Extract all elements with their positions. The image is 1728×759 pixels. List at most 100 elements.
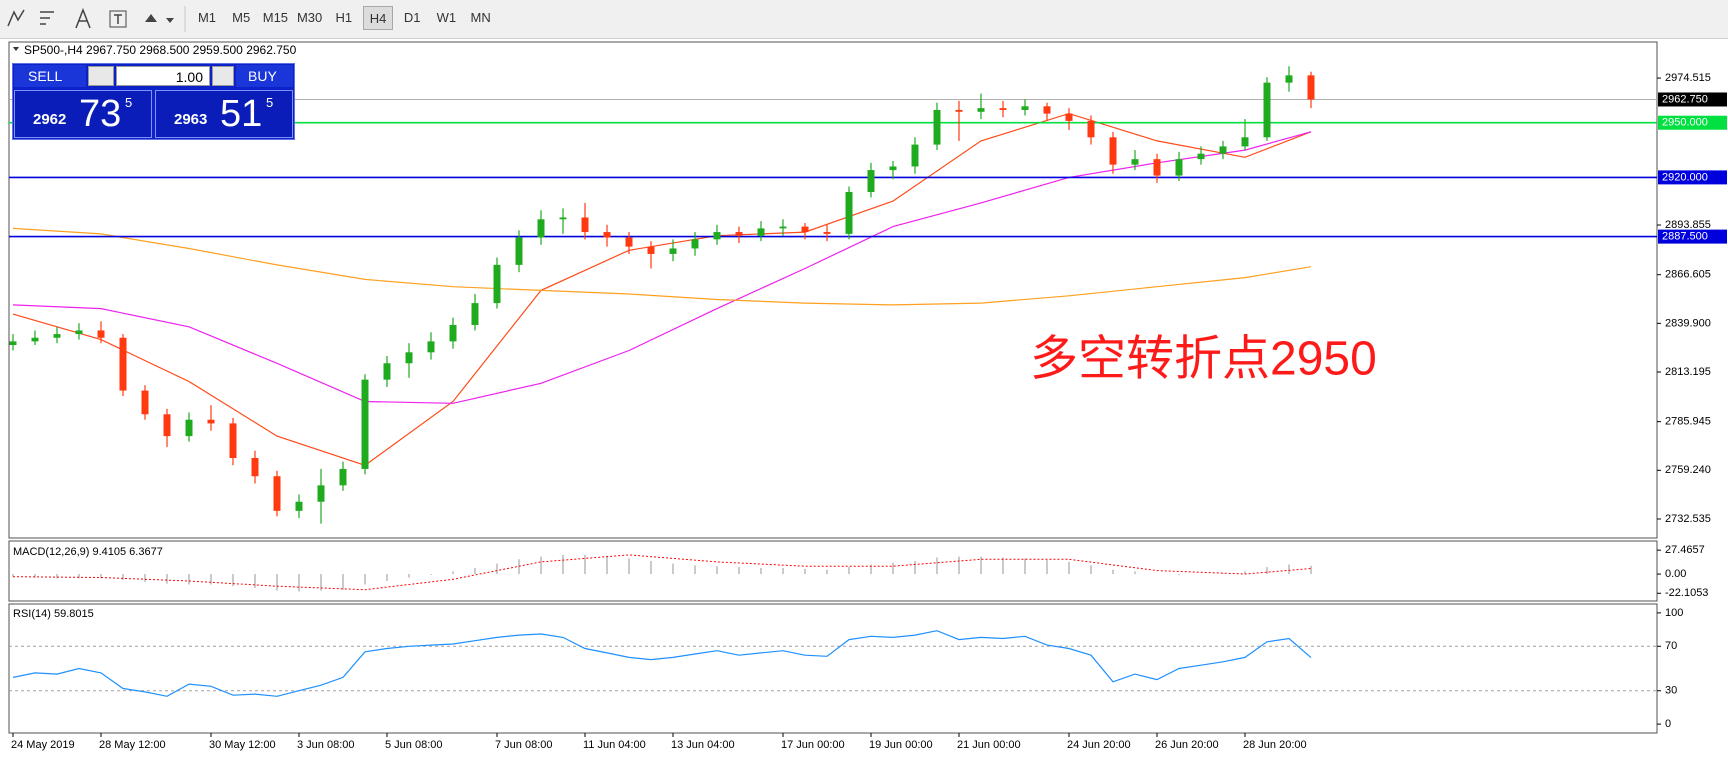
candle-body — [889, 166, 897, 171]
y-tick-label: -22.1053 — [1665, 587, 1708, 599]
candle-body — [713, 232, 721, 240]
y-tick-label: 27.4657 — [1665, 544, 1705, 556]
y-tick-label: 2974.515 — [1665, 72, 1711, 84]
y-tick-label: 2839.900 — [1665, 317, 1711, 329]
lot-down[interactable] — [88, 66, 114, 86]
candle-body — [53, 334, 61, 338]
candle-body — [1197, 153, 1205, 160]
timeframe-button[interactable]: M1 — [197, 10, 217, 25]
timeframe-button[interactable]: M15 — [262, 10, 289, 25]
one-click-trading: SELL 1.00 BUY 2962 73 5 2963 51 5 — [12, 63, 295, 140]
x-tick-label: 13 Jun 04:00 — [671, 739, 735, 751]
ask-big: 2963 — [174, 111, 208, 128]
ask-box[interactable]: 2963 51 5 — [155, 90, 293, 138]
candle-body — [449, 324, 457, 342]
timeframe-button[interactable]: W1 — [436, 10, 457, 25]
candle-body — [647, 246, 655, 254]
candle-body — [251, 458, 259, 477]
x-tick-label: 21 Jun 00:00 — [957, 739, 1021, 751]
icon-text[interactable] — [75, 7, 91, 29]
candle-body — [339, 468, 347, 486]
candle-body — [141, 390, 149, 415]
level-label-box — [1658, 115, 1727, 130]
y-tick-label: 0.00 — [1665, 568, 1686, 580]
timeframe-button[interactable]: M5 — [232, 10, 251, 25]
level-label-box — [1658, 92, 1727, 107]
timeframe-button[interactable]: MN — [470, 10, 491, 25]
x-tick-label: 17 Jun 00:00 — [781, 739, 845, 751]
x-tick-label: 24 Jun 20:00 — [1067, 739, 1131, 751]
x-tick-label: 5 Jun 08:00 — [385, 739, 443, 751]
timeframe-button[interactable]: H1 — [335, 10, 353, 25]
icon-arrows[interactable] — [145, 14, 174, 23]
candle-body — [1285, 75, 1293, 83]
y-tick-label: 100 — [1665, 607, 1683, 619]
candle-body — [1021, 106, 1029, 110]
candle-body — [361, 379, 369, 469]
buy-button[interactable]: BUY — [236, 65, 293, 87]
x-tick-label: 30 May 12:00 — [209, 739, 276, 751]
sell-button[interactable]: SELL — [14, 65, 86, 87]
y-tick-label: 30 — [1665, 685, 1677, 697]
candle-body — [1263, 82, 1271, 138]
candle-body — [273, 476, 281, 511]
chart-header: SP500-,H4 2967.750 2968.500 2959.500 296… — [24, 43, 297, 57]
candle-body — [1087, 120, 1095, 138]
candle-body — [801, 226, 809, 233]
level-label: 2962.750 — [1662, 93, 1708, 105]
candle-body — [603, 232, 611, 238]
candle-body — [185, 419, 193, 437]
lot-up[interactable] — [212, 66, 234, 86]
candle-body — [9, 341, 17, 346]
icon-fib[interactable] — [40, 11, 54, 25]
bid-big: 2962 — [33, 111, 67, 128]
y-tick-label: 2785.945 — [1665, 416, 1711, 428]
x-tick-label: 19 Jun 00:00 — [869, 739, 933, 751]
candle-body — [823, 232, 831, 234]
candle-body — [405, 352, 413, 364]
candle-body — [97, 330, 105, 338]
lot-input[interactable]: 1.00 — [116, 66, 210, 86]
rsi-panel — [8, 603, 1658, 734]
candle-body — [493, 264, 501, 304]
candle-body — [229, 423, 237, 459]
candle-body — [955, 109, 963, 112]
candle-body — [75, 330, 83, 335]
y-tick-label: 70 — [1665, 640, 1677, 652]
candle-body — [317, 485, 325, 502]
rsi-title: RSI(14) 59.8015 — [13, 608, 94, 620]
x-tick-label: 24 May 2019 — [11, 739, 75, 751]
candle-body — [119, 337, 127, 391]
timeframe-button[interactable]: D1 — [403, 10, 421, 25]
candle-body — [537, 219, 545, 238]
y-tick-label: 2759.240 — [1665, 464, 1711, 476]
level-label: 2887.500 — [1662, 231, 1708, 243]
icon-label[interactable] — [109, 10, 127, 28]
candle-body — [581, 217, 589, 233]
icon-indicators[interactable] — [7, 9, 25, 27]
candle-body — [691, 239, 699, 249]
bid-box[interactable]: 2962 73 5 — [14, 90, 152, 138]
candle-body — [911, 144, 919, 167]
candle-body — [757, 228, 765, 236]
x-tick-label: 28 Jun 20:00 — [1243, 739, 1307, 751]
candle-body — [845, 191, 853, 234]
candle-body — [1307, 75, 1315, 100]
timeframe-button[interactable]: M30 — [296, 10, 323, 25]
level-label: 2950.000 — [1662, 117, 1708, 129]
candle-body — [1065, 113, 1073, 121]
timeframe-button[interactable]: H4 — [363, 6, 393, 30]
candle-body — [515, 237, 523, 265]
candle-body — [559, 217, 567, 220]
symbol-icon — [13, 47, 19, 51]
level-label-box — [1658, 170, 1727, 185]
x-tick-label: 11 Jun 04:00 — [583, 739, 646, 751]
candle-body — [31, 337, 39, 342]
candle-body — [1175, 159, 1183, 176]
candle-body — [383, 363, 391, 380]
candle-body — [163, 414, 171, 437]
bid-pips: 73 — [79, 93, 122, 135]
icon-label-t — [114, 14, 122, 24]
